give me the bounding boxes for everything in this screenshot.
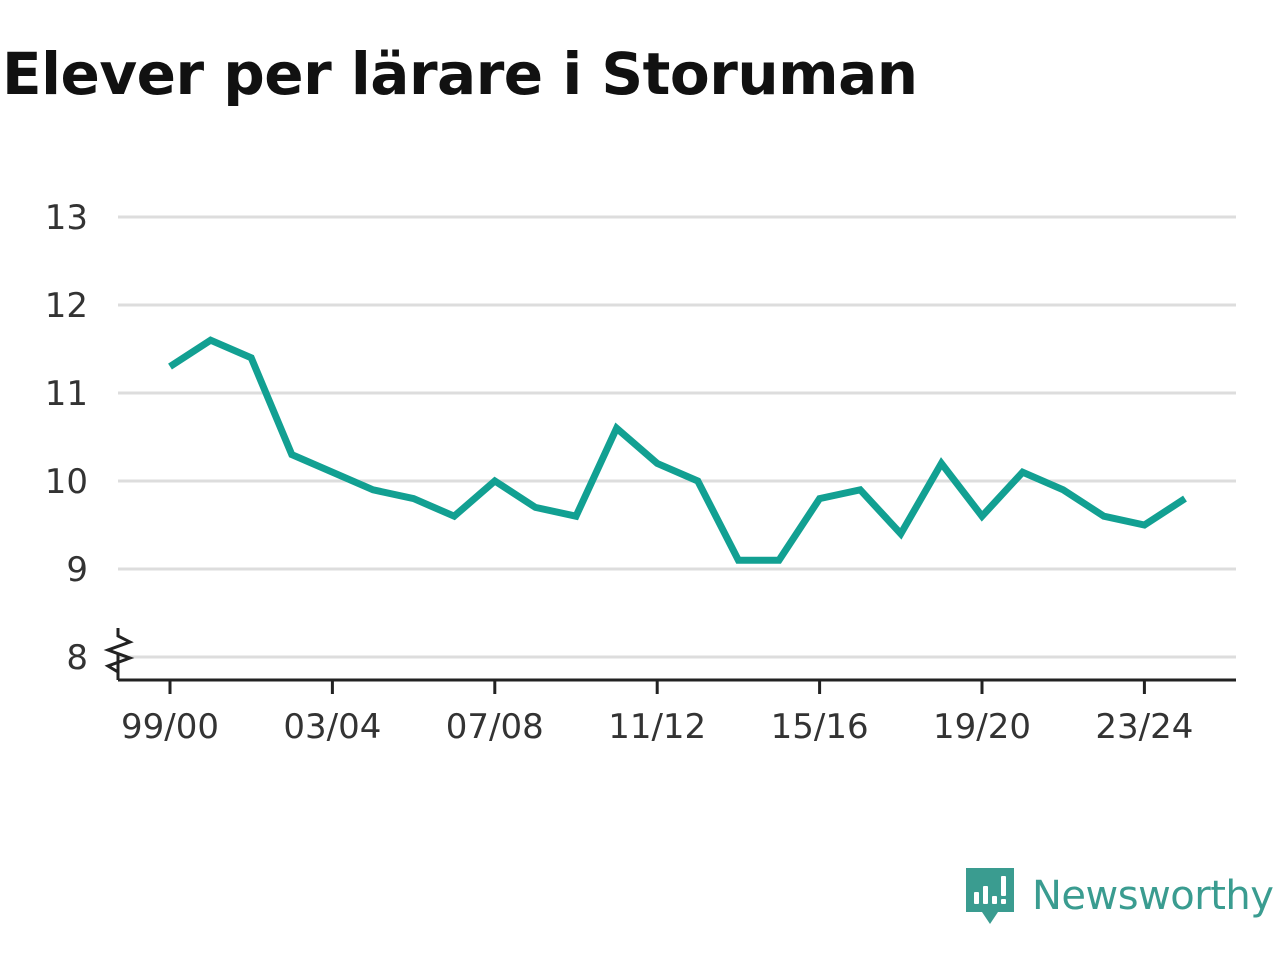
data-point	[1019, 469, 1026, 476]
x-tick-label: 23/24	[1095, 707, 1193, 747]
data-point	[288, 451, 295, 458]
brand-logo: Newsworthy	[964, 864, 1274, 928]
axis-break-zigzag	[103, 628, 135, 680]
data-point	[248, 354, 255, 361]
data-point	[329, 469, 336, 476]
data-point	[1060, 486, 1067, 493]
data-point	[735, 557, 742, 564]
x-tick-label: 03/04	[283, 707, 381, 747]
chart-title: Elever per lärare i Storuman	[2, 40, 918, 108]
data-point	[816, 495, 823, 502]
x-tick-label: 19/20	[933, 707, 1031, 747]
data-point	[451, 513, 458, 520]
y-axis-ticks: 8 9 10 11 12 13	[45, 198, 88, 678]
y-tick-label: 13	[45, 198, 88, 238]
data-point	[207, 337, 214, 344]
y-tick-label: 10	[45, 462, 88, 502]
gridlines	[118, 215, 1236, 659]
newsworthy-logo-icon	[966, 868, 1014, 924]
data-point	[167, 363, 174, 370]
data-point	[776, 557, 783, 564]
series-group	[167, 336, 1189, 564]
data-point	[694, 478, 701, 485]
data-point	[1141, 522, 1148, 529]
y-tick-label: 11	[45, 374, 88, 414]
data-point	[857, 486, 864, 493]
x-tick-label: 15/16	[771, 707, 869, 747]
data-point	[938, 460, 945, 467]
data-point	[370, 486, 377, 493]
data-point	[491, 478, 498, 485]
x-tick-label: 99/00	[121, 707, 219, 747]
x-tick-label: 11/12	[608, 707, 706, 747]
data-point	[654, 460, 661, 467]
x-tick-label: 07/08	[446, 707, 544, 747]
y-tick-label: 12	[45, 286, 88, 326]
data-point	[410, 495, 417, 502]
y-tick-label: 9	[66, 550, 88, 590]
y-axis-break-icon	[103, 626, 135, 680]
data-point	[1182, 495, 1189, 502]
data-point	[613, 425, 620, 432]
data-point	[897, 530, 904, 537]
data-point	[532, 504, 539, 511]
y-tick-label: 8	[66, 638, 88, 678]
series-line	[168, 336, 1187, 564]
data-point	[573, 513, 580, 520]
brand-name: Newsworthy	[1032, 873, 1274, 919]
x-axis-ticks: 99/00 03/04 07/08 11/12 15/16 19/20 23/24	[121, 680, 1193, 747]
data-point	[1100, 513, 1107, 520]
data-point	[979, 513, 986, 520]
